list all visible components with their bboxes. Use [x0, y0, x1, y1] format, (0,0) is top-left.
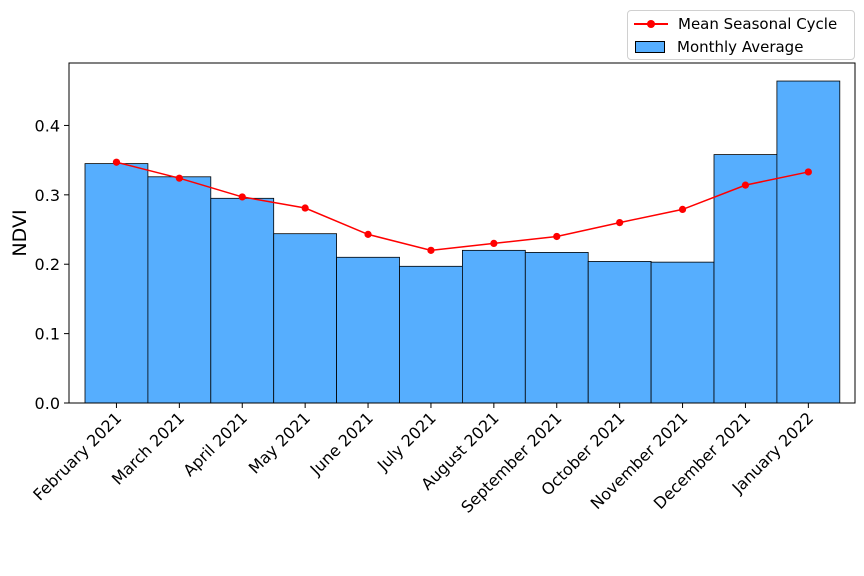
- y-tick-label: 0.3: [35, 186, 60, 205]
- mean-seasonal-line: [116, 161, 809, 252]
- line-point-6: [427, 246, 435, 254]
- bar-3: [210, 197, 275, 404]
- x-tick-label: April 2021: [179, 408, 251, 480]
- line-point-1: [112, 158, 121, 166]
- line-point-2: [175, 174, 183, 182]
- bar-8: [524, 252, 589, 404]
- plot-frame: [68, 62, 856, 404]
- x-tick-label: June 2021: [306, 408, 377, 479]
- bar-1: [84, 163, 149, 404]
- line-point-8: [553, 232, 561, 241]
- line-point-4: [301, 204, 309, 212]
- legend: Mean Seasonal Cycle Monthly Average: [627, 10, 855, 60]
- bar-6: [399, 265, 463, 404]
- bar-11: [713, 154, 778, 404]
- y-tick-label: 0.1: [35, 325, 60, 344]
- legend-bar-swatch: [635, 41, 665, 53]
- bar-9: [587, 261, 652, 404]
- y-axis-label: NDVI: [9, 209, 31, 256]
- y-tick-label: 0.4: [35, 116, 60, 135]
- line-point-12: [804, 168, 812, 176]
- bar-10: [650, 261, 715, 404]
- legend-entry-mean-seasonal-cycle: Mean Seasonal Cycle: [634, 14, 837, 34]
- line-point-7: [490, 239, 498, 248]
- line-point-9: [616, 218, 624, 227]
- legend-label-bar: Monthly Average: [677, 38, 804, 56]
- bar-4: [273, 233, 338, 404]
- x-tick-label: May 2021: [245, 408, 314, 477]
- x-tick-label: July 2021: [373, 408, 440, 475]
- legend-line-swatch: [634, 17, 668, 31]
- line-point-11: [741, 181, 750, 189]
- y-tick-label: 0.2: [35, 255, 60, 274]
- legend-entry-monthly-average: Monthly Average: [634, 37, 803, 57]
- bar-5: [336, 256, 400, 404]
- legend-label-line: Mean Seasonal Cycle: [678, 15, 838, 33]
- line-point-5: [364, 230, 372, 238]
- bar-7: [461, 249, 526, 404]
- bar-12: [776, 80, 841, 404]
- line-point-10: [678, 205, 687, 214]
- line-point-3: [238, 193, 246, 201]
- y-tick-label: 0.0: [35, 394, 60, 413]
- x-tick-label: February 2021: [29, 408, 125, 504]
- bar-2: [147, 176, 212, 404]
